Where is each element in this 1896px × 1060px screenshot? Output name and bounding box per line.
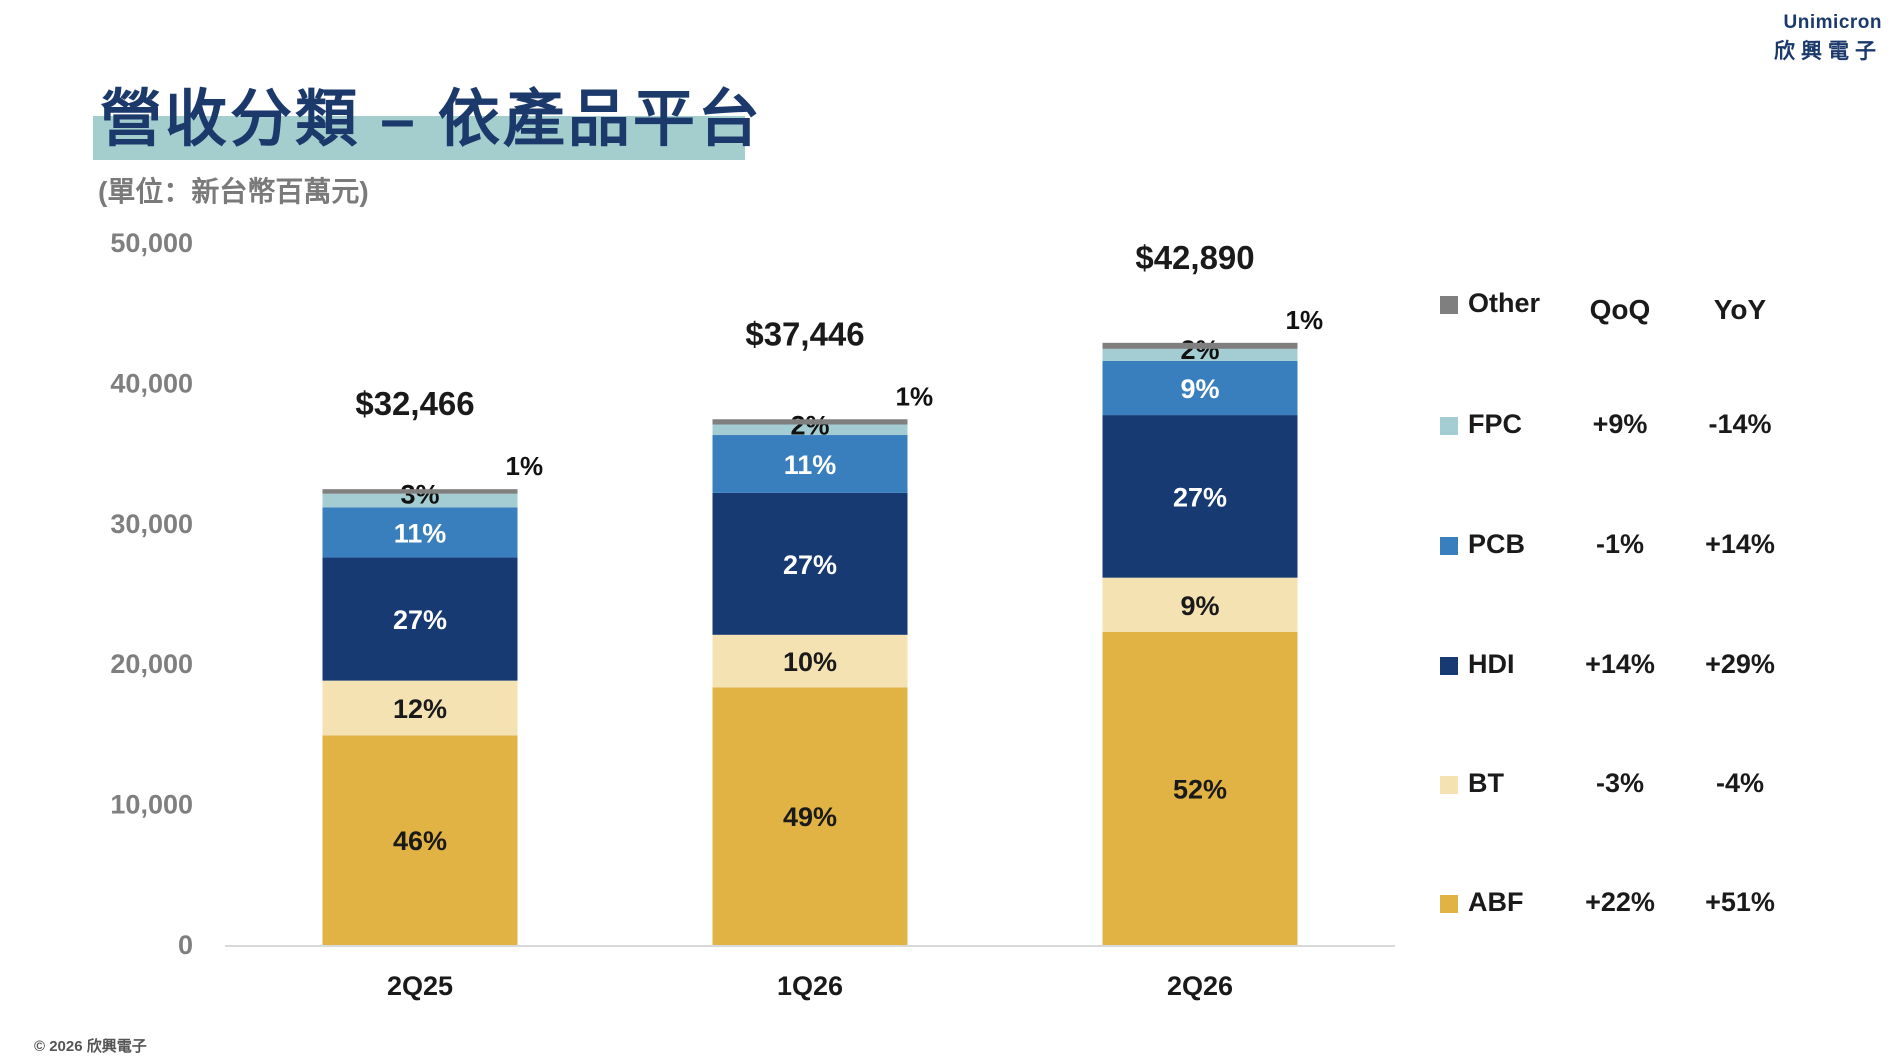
data-label-bt-2q25: 12%	[393, 694, 447, 724]
data-label-pcb-1q26: 11%	[784, 450, 837, 480]
legend-header-qoq: QoQ	[1589, 294, 1651, 325]
data-label-hdi-1q26: 27%	[783, 550, 837, 580]
bar-segment-abf-2q26	[1102, 631, 1298, 945]
y-tick-label: 30,000	[110, 509, 193, 539]
bar-segment-pcb-2q26	[1102, 360, 1298, 416]
company-logo: Unimicron 欣興電子	[1774, 12, 1882, 65]
data-label-pcb-2q26: 9%	[1180, 374, 1219, 404]
bar-segment-hdi-2q26	[1102, 415, 1298, 578]
y-tick-label: 50,000	[110, 228, 193, 258]
legend-swatch-abf	[1440, 895, 1458, 913]
logo-chinese: 欣興電子	[1774, 40, 1882, 63]
y-tick-label: 20,000	[110, 649, 193, 679]
bar-segment-fpc-1q26	[712, 424, 908, 436]
bar-segment-other-2q25	[322, 489, 518, 494]
bar-segment-other-2q26	[1102, 342, 1298, 349]
bar-stack-1q26: 49% 10% 27% 11% 2% 1% $37,446	[712, 315, 934, 945]
data-label-pcb-2q25: 11%	[394, 518, 447, 548]
x-tick-label: 2Q26	[1167, 971, 1233, 1001]
page-title: 營收分類 – 依產品平台	[100, 85, 763, 154]
title-highlight-band	[93, 116, 745, 160]
legend-yoy-bt: -4%	[1715, 768, 1764, 798]
legend-yoy-abf: +51%	[1705, 887, 1775, 917]
total-label-2q26: $42,890	[1135, 239, 1254, 276]
bar-segment-pcb-2q25	[322, 507, 518, 558]
legend-swatch-pcb	[1440, 537, 1458, 555]
y-tick-label: 40,000	[110, 368, 193, 398]
legend-swatch-bt	[1440, 776, 1458, 794]
data-label-fpc-1q26: 2%	[790, 411, 829, 441]
bar-segment-bt-2q26	[1102, 577, 1298, 632]
bar-segment-other-1q26	[712, 419, 908, 425]
bar-segment-abf-1q26	[712, 687, 908, 945]
legend-qoq-pcb: -1%	[1595, 529, 1644, 559]
bars-group: 46% 12% 27% 11% 3% 1% $32,466 49% 10% 27% 11% 2% 1% $…	[322, 239, 1324, 945]
bar-segment-hdi-2q25	[322, 557, 518, 681]
bar-segment-fpc-2q25	[322, 493, 518, 508]
y-tick-label: 10,000	[110, 790, 193, 820]
logo-english: Unimicron	[1783, 12, 1882, 33]
data-label-abf-2q25: 46%	[393, 826, 447, 856]
data-label-abf-2q26: 52%	[1173, 774, 1227, 804]
legend-yoy-pcb: +14%	[1705, 529, 1775, 559]
bar-segment-hdi-1q26	[712, 492, 908, 635]
legend-header-yoy: YoY	[1713, 294, 1767, 325]
data-label-fpc-2q25: 3%	[400, 480, 439, 510]
data-label-bt-2q26: 9%	[1180, 591, 1219, 621]
legend-name-fpc: FPC	[1468, 409, 1522, 439]
data-label-hdi-2q26: 27%	[1173, 482, 1227, 512]
total-label-2q25: $32,466	[355, 385, 474, 422]
legend-swatch-other	[1440, 296, 1458, 314]
x-axis: 2Q25 1Q26 2Q26	[387, 971, 1233, 1001]
data-label-bt-1q26: 10%	[783, 647, 837, 677]
legend-swatch-fpc	[1440, 417, 1458, 435]
legend-name-abf: ABF	[1468, 887, 1524, 917]
data-label-other-2q25: 1%	[506, 451, 544, 481]
data-label-abf-1q26: 49%	[783, 802, 837, 832]
y-axis: 0 10,000 20,000 30,000 40,000 50,000	[110, 228, 193, 960]
x-tick-label: 1Q26	[777, 971, 843, 1001]
legend-name-hdi: HDI	[1468, 649, 1515, 679]
total-label-1q26: $37,446	[745, 315, 864, 352]
legend-qoq-hdi: +14%	[1585, 649, 1655, 679]
legend-qoq-abf: +22%	[1585, 887, 1655, 917]
data-label-other-1q26: 1%	[896, 381, 934, 411]
copyright-footer: © 2026 欣興電子	[34, 1038, 147, 1055]
y-tick-label: 0	[178, 930, 193, 960]
bar-segment-bt-1q26	[712, 634, 908, 688]
data-label-fpc-2q26: 2%	[1180, 335, 1219, 365]
legend-qoq-bt: -3%	[1595, 768, 1644, 798]
legend-swatch-hdi	[1440, 657, 1458, 675]
legend-yoy-hdi: +29%	[1705, 649, 1775, 679]
legend-name-bt: BT	[1468, 768, 1504, 798]
legend-yoy-fpc: -14%	[1708, 409, 1772, 439]
legend-name-pcb: PCB	[1468, 529, 1526, 559]
bar-segment-abf-2q25	[322, 735, 518, 945]
data-label-other-2q26: 1%	[1286, 305, 1324, 335]
legend-name-other: Other	[1468, 288, 1541, 318]
data-label-hdi-2q25: 27%	[393, 605, 447, 635]
bar-segment-pcb-1q26	[712, 435, 908, 493]
unit-subtitle: (單位：新台幣百萬元)	[98, 176, 369, 207]
bar-segment-bt-2q25	[322, 680, 518, 736]
x-tick-label: 2Q25	[387, 971, 453, 1001]
bar-stack-2q25: 46% 12% 27% 11% 3% 1% $32,466	[322, 385, 544, 945]
legend-qoq-fpc: +9%	[1592, 409, 1648, 439]
bar-segment-fpc-2q26	[1102, 348, 1298, 361]
bar-stack-2q26: 52% 9% 27% 9% 2% 1% $42,890	[1102, 239, 1324, 945]
